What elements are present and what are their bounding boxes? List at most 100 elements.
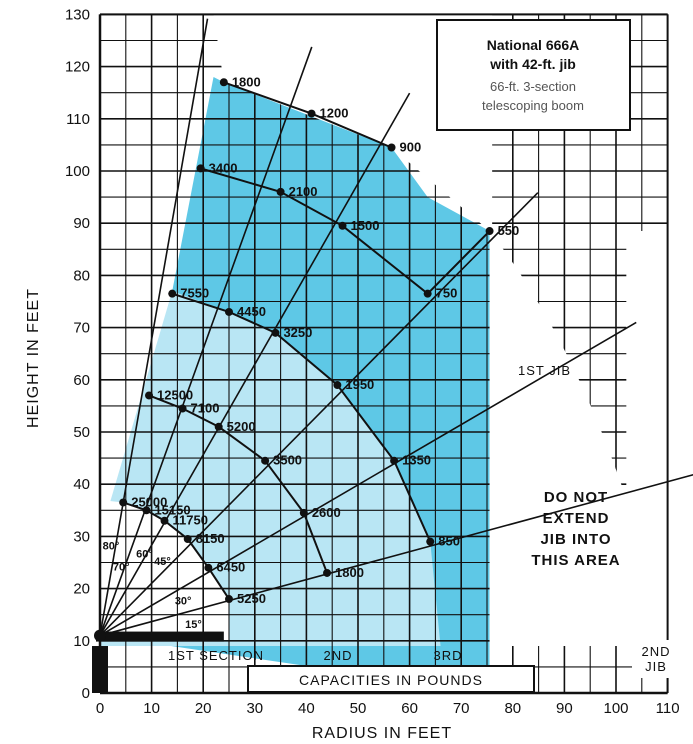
y-tick-label: 130 xyxy=(65,6,90,23)
capacity-label: 1800 xyxy=(232,74,261,89)
capacity-label: 750 xyxy=(436,286,458,301)
section-label-2nd-jib-b: JIB xyxy=(645,659,667,674)
capacity-point xyxy=(426,537,435,546)
x-axis-label: RADIUS IN FEET xyxy=(312,725,452,742)
boom-base xyxy=(96,631,224,642)
chart-title: National 666A xyxy=(487,37,580,53)
capacity-point xyxy=(142,506,151,515)
capacity-label: 1350 xyxy=(402,453,431,468)
x-tick-label: 40 xyxy=(298,700,315,717)
capacity-label: CAPACITIES IN POUNDS xyxy=(299,672,483,688)
y-tick-label: 30 xyxy=(73,528,90,545)
capacity-box xyxy=(247,665,535,693)
warning-line-1: DO NOT xyxy=(544,489,608,506)
capacity-label: 11750 xyxy=(173,513,208,528)
y-tick-label: 120 xyxy=(65,59,90,76)
y-tick-label: 110 xyxy=(66,111,90,128)
capacity-point xyxy=(338,221,347,230)
x-tick-label: 0 xyxy=(96,700,104,717)
angle-line-70 xyxy=(99,46,313,636)
capacity-point xyxy=(225,595,233,604)
y-tick-label: 90 xyxy=(73,215,90,232)
capacity-point xyxy=(204,563,213,572)
capacity-point xyxy=(196,164,205,173)
angle-line-80 xyxy=(99,18,209,636)
y-axis-label: HEIGHT IN FEET xyxy=(25,288,42,428)
angle-line-15 xyxy=(99,474,693,637)
capacity-label: 1950 xyxy=(345,377,374,392)
capacity-label: 900 xyxy=(400,140,422,155)
arc-1st-section xyxy=(122,501,230,600)
arc-2nd xyxy=(148,394,328,574)
line-layer xyxy=(99,18,693,637)
section-label-3rd: 3RD xyxy=(433,648,462,663)
capacity-label: 5200 xyxy=(227,419,256,434)
y-tick-label: 60 xyxy=(73,372,90,389)
capacity-point xyxy=(299,508,308,517)
no-extend-area xyxy=(489,231,668,647)
capacity-label: 850 xyxy=(438,534,460,549)
y-tick-label: 40 xyxy=(73,476,90,493)
capacity-point xyxy=(178,404,187,413)
capacity-point xyxy=(423,289,432,298)
x-tick-label: 60 xyxy=(401,700,418,717)
capacity-point xyxy=(390,456,399,465)
x-tick-label: 70 xyxy=(453,700,470,717)
capacity-point xyxy=(307,109,316,118)
warning-line-3: JIB INTO xyxy=(540,531,611,548)
capacity-label: 3500 xyxy=(273,453,302,468)
capacity-point xyxy=(387,143,396,152)
x-tick-label: 90 xyxy=(556,700,573,717)
boom-pivot xyxy=(94,629,106,642)
capacity-label: 8150 xyxy=(196,531,225,546)
capacity-label: 5250 xyxy=(237,591,266,606)
capacity-point xyxy=(276,187,285,196)
capacity-label: 2600 xyxy=(312,505,341,520)
y-tick-label: 0 xyxy=(82,685,90,702)
angle-label: 70° xyxy=(113,561,130,573)
section-label-2nd: 2ND xyxy=(323,648,352,663)
angle-label: 15° xyxy=(185,619,202,631)
capacity-label: 2100 xyxy=(289,184,318,199)
capacity-point xyxy=(183,535,192,544)
capacity-label: 1800 xyxy=(335,565,364,580)
capacity-point xyxy=(261,456,270,465)
y-tick-label: 50 xyxy=(73,424,90,441)
arc-3rd xyxy=(171,292,432,543)
right-blank xyxy=(626,14,668,647)
capacity-label: 7550 xyxy=(180,286,209,301)
capacity-point xyxy=(323,568,332,577)
capacity-point xyxy=(214,422,223,431)
capacity-label: 7100 xyxy=(191,401,220,416)
boom-description-2: telescoping boom xyxy=(482,98,584,113)
angle-line-60 xyxy=(99,92,411,636)
x-tick-label: 110 xyxy=(656,700,680,717)
capacity-label: 1500 xyxy=(351,218,380,233)
y-tick-label: 20 xyxy=(73,581,90,598)
capacity-point xyxy=(168,289,177,298)
capacity-point xyxy=(219,78,228,87)
y-tick-label: 10 xyxy=(73,633,90,650)
capacity-point xyxy=(119,498,128,507)
x-tick-label: 10 xyxy=(143,700,160,717)
mark-layer xyxy=(92,78,494,693)
boom-mast xyxy=(92,646,108,693)
warning-line-4: THIS AREA xyxy=(531,552,620,569)
capacity-label: 15150 xyxy=(154,502,190,517)
capacity-point xyxy=(271,328,280,337)
capacity-label: 3250 xyxy=(283,325,312,340)
x-tick-label: 100 xyxy=(603,700,628,717)
angle-label: 60° xyxy=(136,548,153,560)
title-box xyxy=(436,19,631,131)
capacity-point xyxy=(485,227,494,236)
capacity-label: 1200 xyxy=(320,106,349,121)
jib2-box xyxy=(632,640,680,678)
capacity-point xyxy=(333,381,342,390)
capacity-label: 4450 xyxy=(237,304,266,319)
capacity-point xyxy=(160,516,169,525)
angle-line-30 xyxy=(99,321,637,637)
capacity-label: 25000 xyxy=(131,494,167,509)
capacity-label: 12500 xyxy=(157,387,193,402)
y-tick-label: 70 xyxy=(73,320,90,337)
